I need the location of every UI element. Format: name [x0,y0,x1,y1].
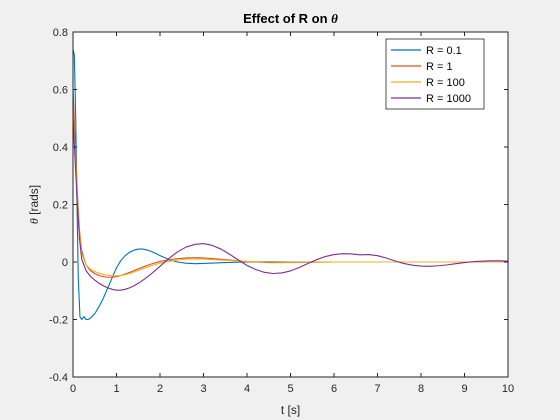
x-tick-label: 9 [461,383,467,395]
x-axis-label: t [s] [281,403,300,417]
series-line-3 [72,112,508,277]
x-tick-label: 0 [70,383,76,395]
legend-label-2: R = 1 [426,61,453,73]
x-tick-label: 7 [374,383,380,395]
legend[interactable]: R = 0.1 R = 1 R = 100 R = 1000 [385,38,485,110]
series-layer [72,49,509,321]
legend-box [385,38,485,110]
y-axis-label: θ [rads] [27,185,41,224]
y-tick-label: 0.2 [53,200,68,212]
y-tick-label: 0.6 [53,85,68,97]
y-tick-label: -0.4 [49,372,68,384]
x-tick-label: 6 [331,383,337,395]
y-tick-label: 0 [62,257,68,269]
legend-label-1: R = 0.1 [426,45,462,57]
legend-entries: R = 0.1 R = 1 R = 100 R = 1000 [391,45,471,105]
x-tick-label: 8 [418,383,424,395]
ticks-layer: 0 1 2 3 4 5 6 7 8 9 10 -0.4 -0.2 0 0.2 0.4 0.6 0.8 [49,27,514,395]
chart-title-text: Effect of R on [243,11,331,26]
y-tick-label: -0.2 [49,315,68,327]
series-line-4 [72,118,509,291]
x-tick-label: 4 [244,383,250,395]
chart-title: Effect of R on θ [243,11,338,26]
x-tick-label: 10 [502,383,514,395]
x-tick-label: 3 [200,383,206,395]
x-tick-label: 1 [113,383,119,395]
y-axis-label-text: [rads] [27,185,41,218]
x-tick-label: 5 [287,383,293,395]
x-tick-label: 2 [157,383,163,395]
y-axis-label-symbol: θ [27,218,41,224]
y-tick-label: 0.4 [53,142,68,154]
chart-title-symbol: θ [331,11,338,26]
y-tick-label: 0.8 [53,27,68,39]
legend-label-4: R = 1000 [426,93,471,105]
legend-label-3: R = 100 [426,77,465,89]
